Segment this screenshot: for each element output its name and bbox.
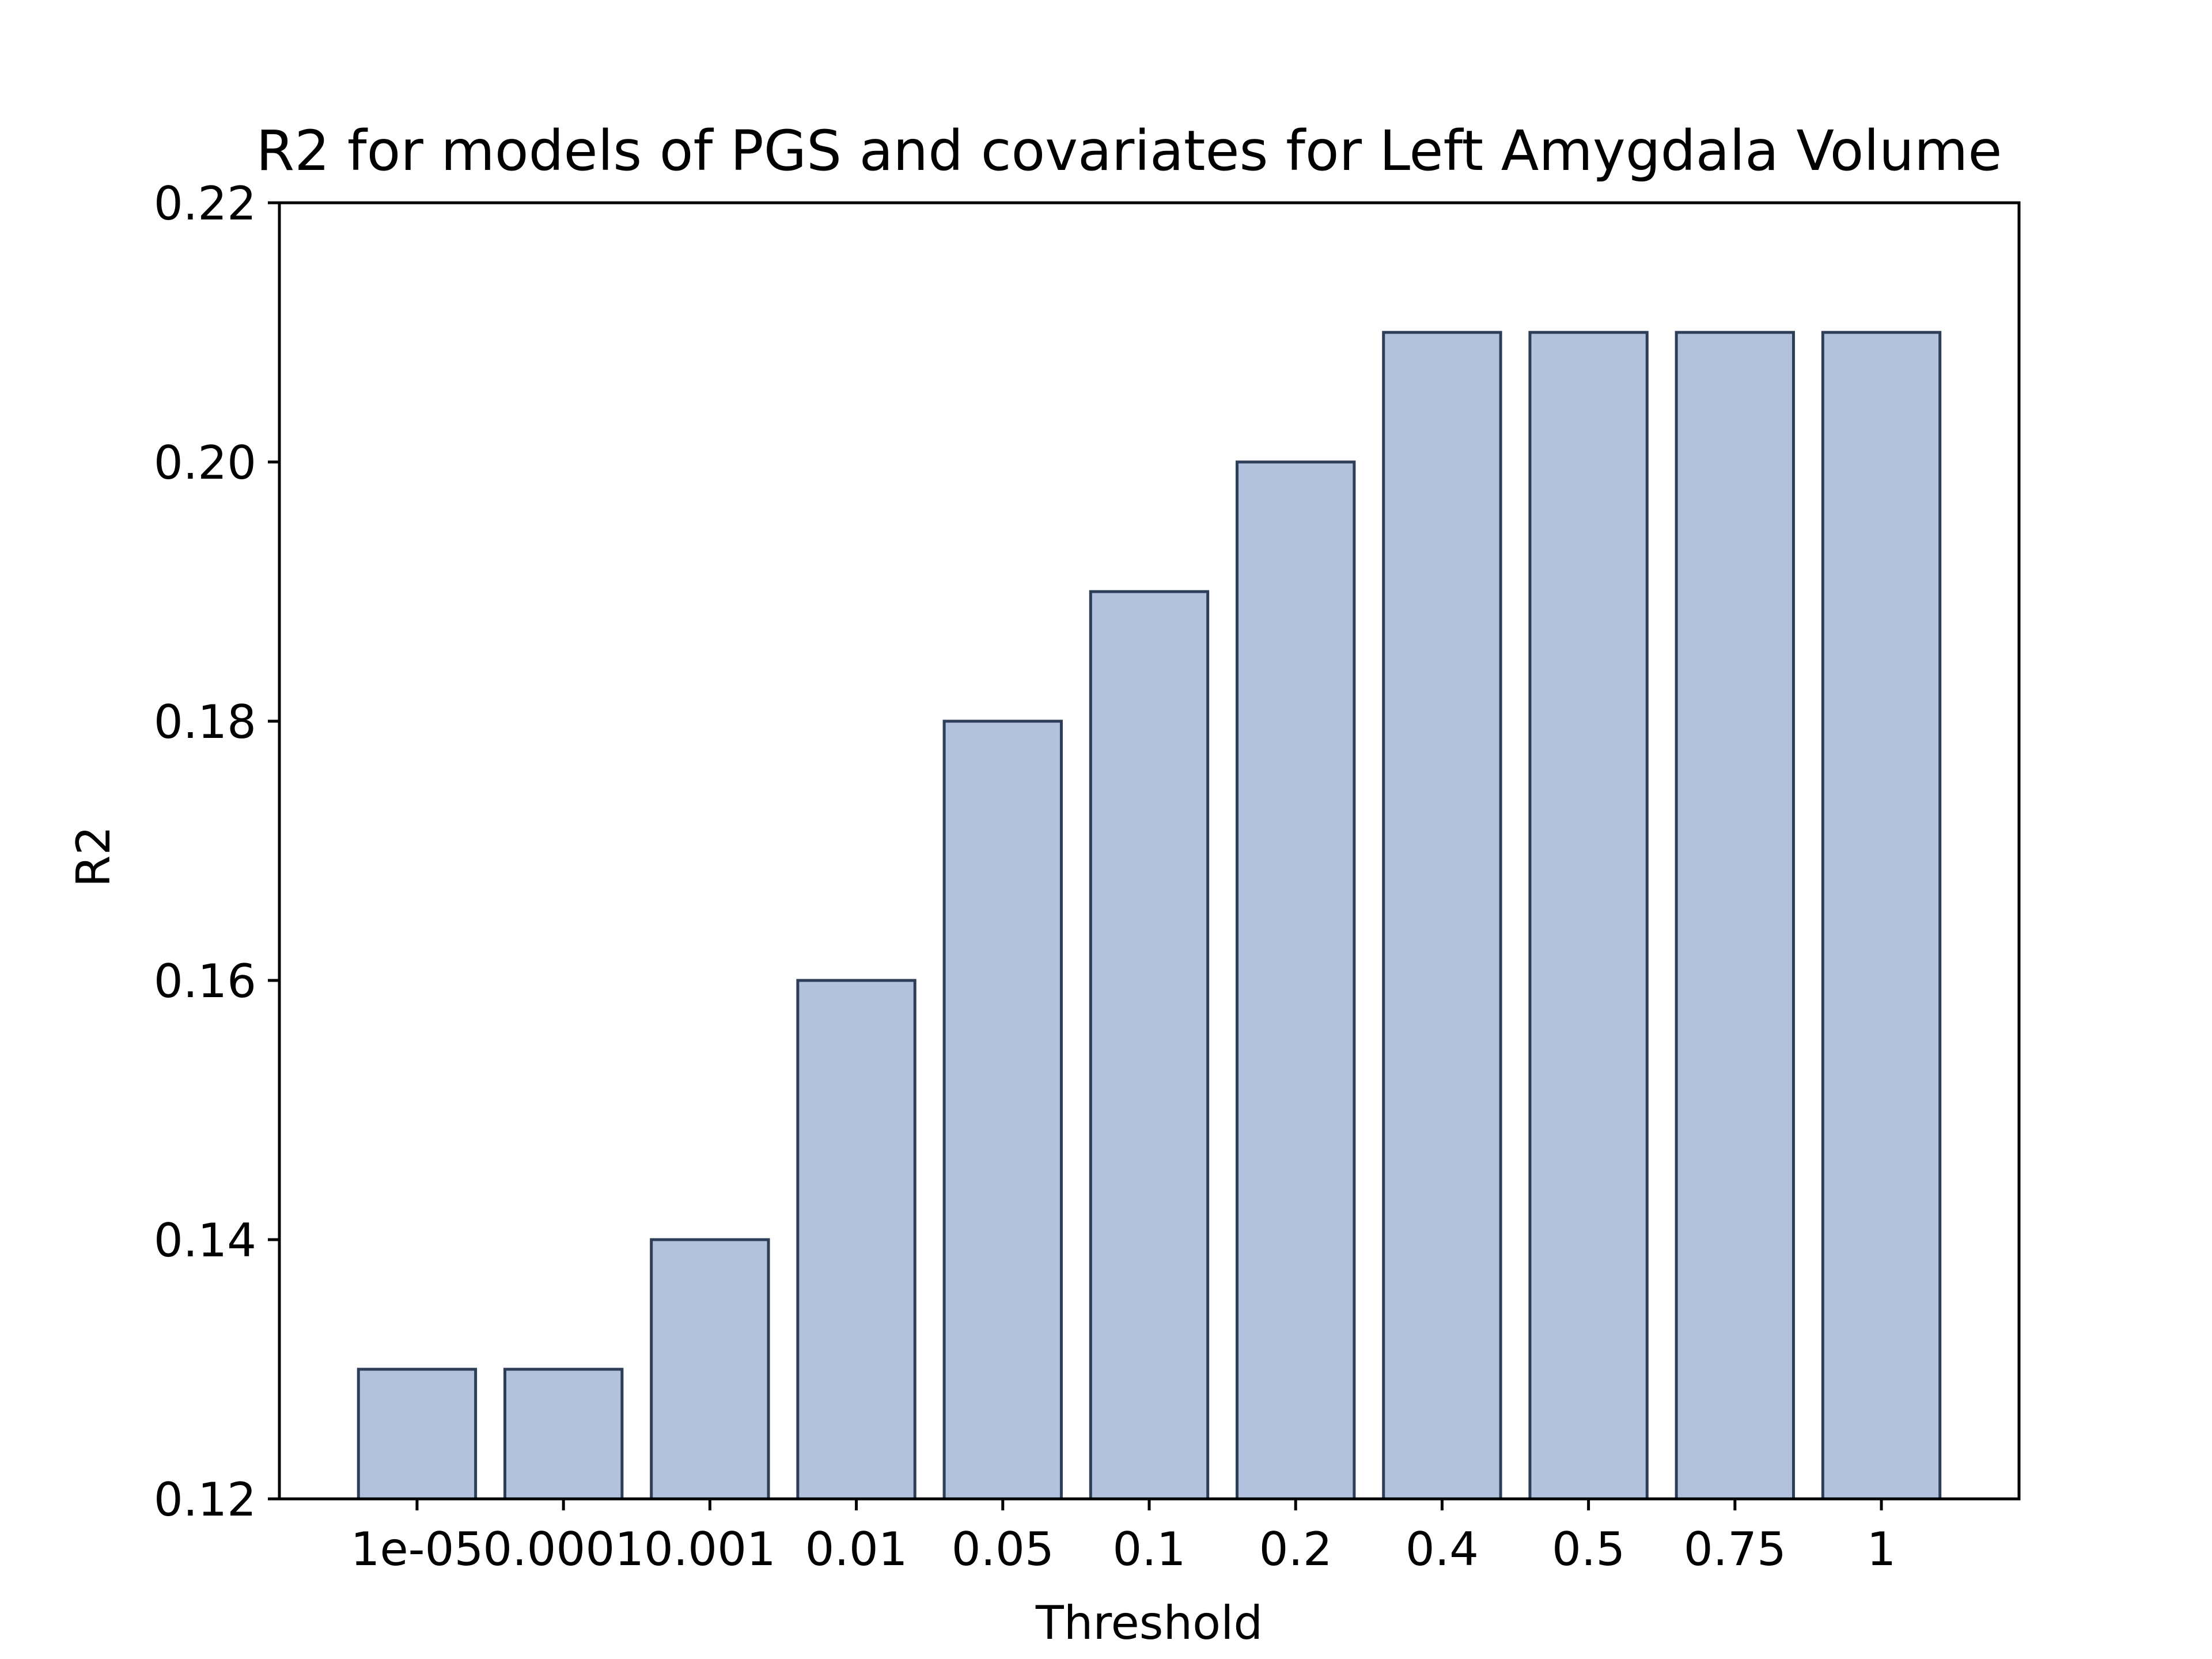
x-tick-label: 0.4 [1406, 1522, 1479, 1576]
x-tick-label: 0.001 [644, 1522, 776, 1576]
x-tick-label: 0.1 [1112, 1522, 1185, 1576]
y-tick-label: 0.14 [154, 1214, 256, 1267]
bar-0.1 [1089, 590, 1210, 1501]
plot-area-frame [278, 201, 2021, 1501]
y-axis-label: R2 [67, 826, 120, 887]
bar-0.0001 [503, 1368, 624, 1501]
bar-0.01 [796, 979, 916, 1501]
bar-0.2 [1236, 460, 1356, 1501]
bar-0.001 [650, 1238, 770, 1501]
bar-0.05 [942, 719, 1063, 1501]
bar-0.4 [1382, 331, 1502, 1501]
y-axis-ticks: 0.12 0.14 0.16 0.18 0.20 0.22 [154, 177, 279, 1527]
bar-1e-05 [357, 1368, 478, 1501]
chart-title: R2 for models of PGS and covariates for … [256, 119, 2002, 183]
x-tick-label: 0.05 [952, 1522, 1054, 1576]
y-tick-label: 0.20 [154, 436, 256, 490]
x-tick-label: 0.0001 [483, 1522, 644, 1576]
y-tick-label: 0.22 [154, 177, 256, 230]
bar-0.5 [1528, 331, 1649, 1501]
x-axis-label: Threshold [1035, 1596, 1263, 1650]
y-tick-label: 0.18 [154, 695, 256, 749]
bars-group [357, 331, 1942, 1501]
x-tick-label: 1 [1867, 1522, 1896, 1576]
x-tick-label: 1e-05 [351, 1522, 484, 1576]
x-tick-label: 0.75 [1684, 1522, 1786, 1576]
x-tick-label: 0.01 [805, 1522, 908, 1576]
x-tick-label: 0.2 [1259, 1522, 1332, 1576]
y-tick-label: 0.16 [154, 955, 256, 1008]
bar-1 [1821, 331, 1942, 1501]
y-tick-label: 0.12 [154, 1473, 256, 1527]
bar-0.75 [1675, 331, 1796, 1501]
x-axis-ticks: 1e-050.0001 0.001 0.01 0.05 0.1 0.2 0.4 0.5 0.75… [351, 1499, 1896, 1576]
x-tick-label: 0.5 [1552, 1522, 1625, 1576]
